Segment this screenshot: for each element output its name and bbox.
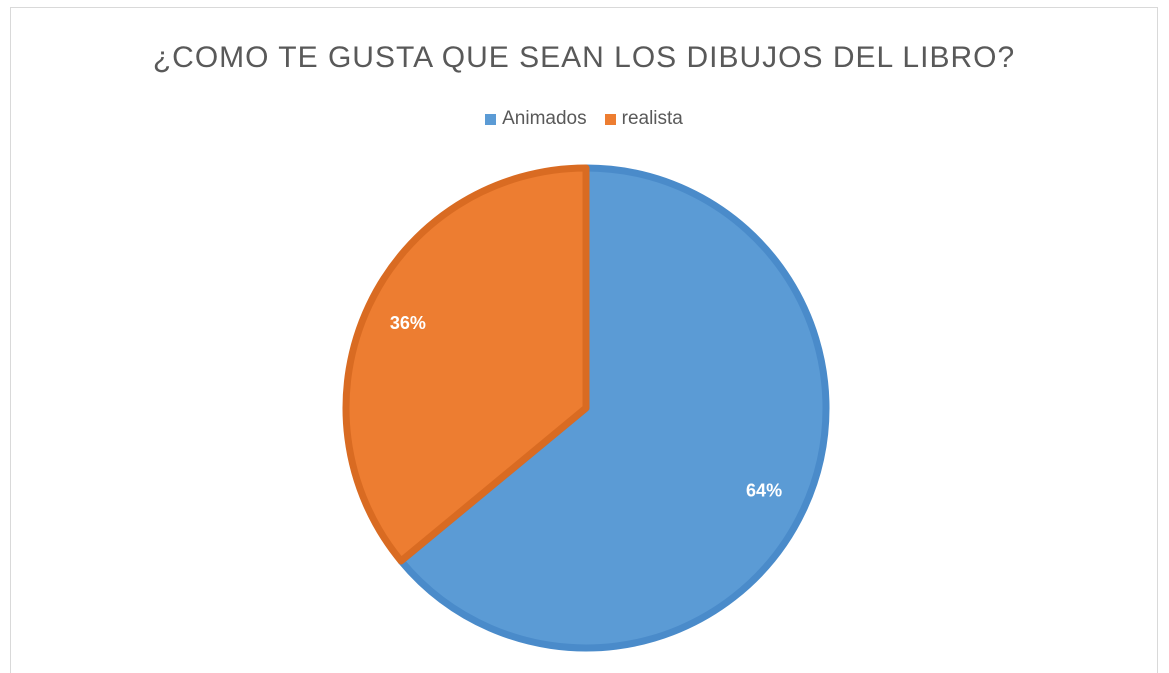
legend-label-animados: Animados	[502, 108, 587, 129]
pie-slices	[342, 164, 830, 652]
legend-item-animados: Animados	[485, 108, 587, 130]
chart-legend: Animados realista	[11, 108, 1157, 130]
data-label-realista: 36%	[390, 313, 426, 333]
data-label-animados: 64%	[746, 481, 782, 501]
pie-slice-animados	[397, 164, 830, 652]
pie-slice-realista	[342, 164, 590, 565]
chart-title: ¿COMO TE GUSTA QUE SEAN LOS DIBUJOS DEL …	[152, 41, 1016, 74]
pie-data-labels: 64% 36%	[390, 313, 782, 501]
legend-swatch-animados	[485, 113, 497, 125]
legend-swatch-realista	[604, 113, 616, 125]
legend-label-realista: realista	[621, 108, 683, 129]
legend-item-realista: realista	[604, 108, 683, 130]
